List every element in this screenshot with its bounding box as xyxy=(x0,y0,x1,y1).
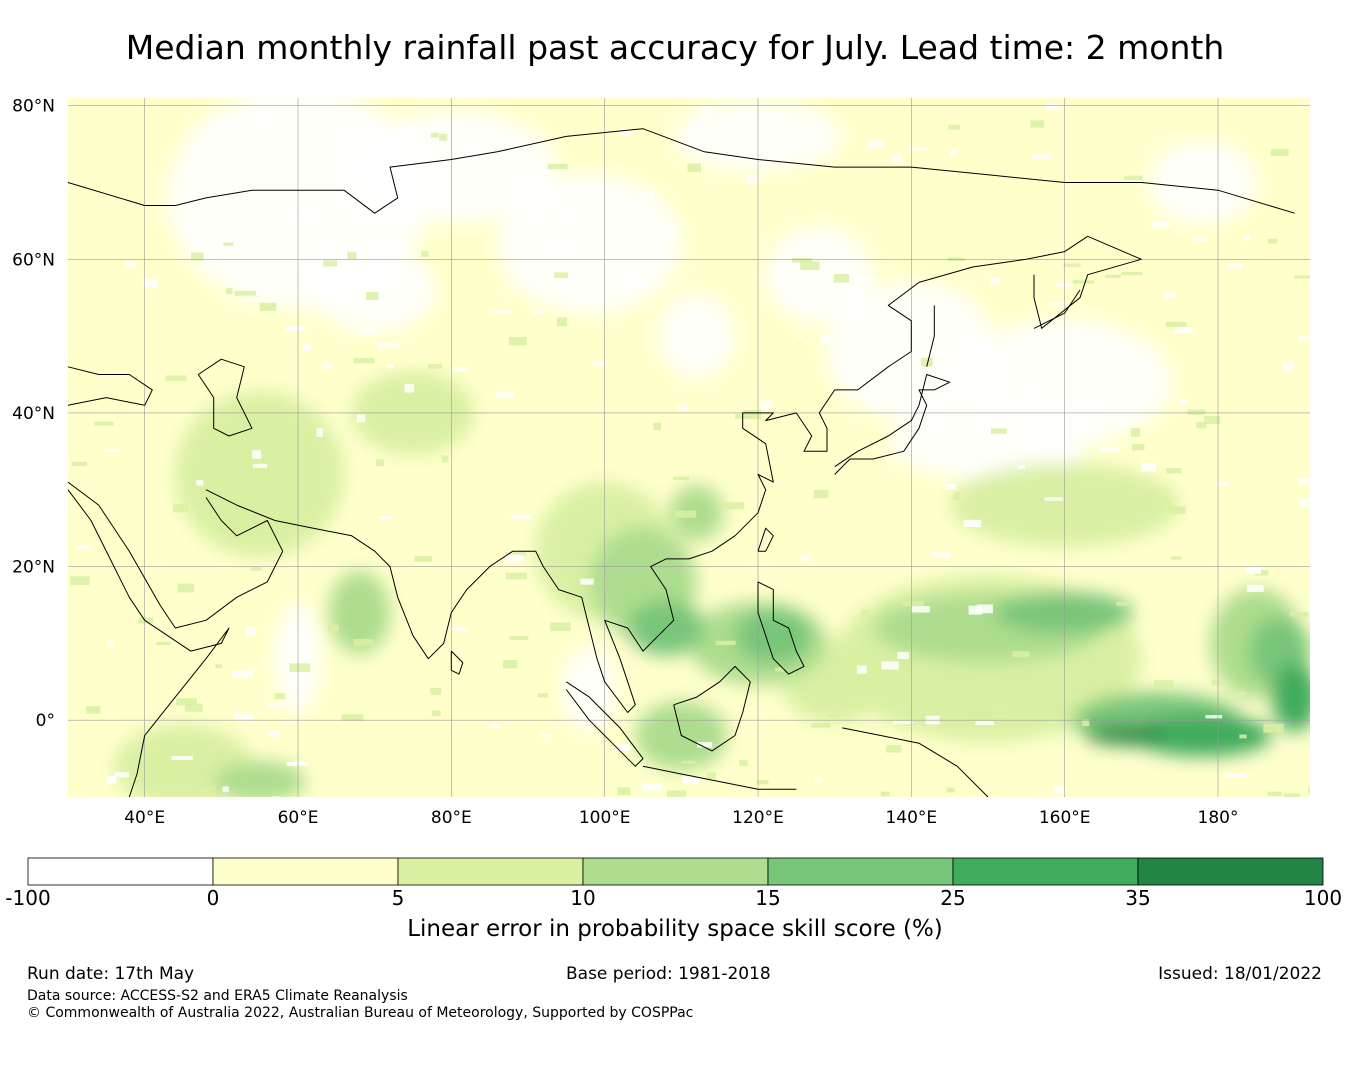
copyright: © Commonwealth of Australia 2022, Austra… xyxy=(27,1005,694,1021)
coastline xyxy=(757,527,774,552)
coastline xyxy=(834,374,951,475)
lon-tick-label: 120°E xyxy=(732,808,784,828)
map-axis-labels: 80°N 60°N 40°N 20°N 0° 40°E 60°E 80°E 100°E 120°E… xyxy=(12,97,1238,828)
colorbar-tick: 10 xyxy=(570,886,596,910)
colorbar-title: Linear error in probability space skill … xyxy=(407,916,943,942)
skill-field xyxy=(114,98,1310,797)
colorbar xyxy=(27,857,1324,886)
colorbar-tick: 25 xyxy=(940,886,966,910)
coastline xyxy=(642,765,797,790)
colorbar-segment xyxy=(952,857,1139,886)
colorbar-segment xyxy=(397,857,584,886)
coastline xyxy=(205,235,1142,713)
lat-tick-label: 60°N xyxy=(12,250,55,270)
colorbar-segment xyxy=(212,857,399,886)
colorbar-segment xyxy=(582,857,769,886)
coastline xyxy=(565,681,644,767)
coastline xyxy=(673,665,751,752)
lon-tick-label: 140°E xyxy=(885,808,937,828)
page-title: Median monthly rainfall past accuracy fo… xyxy=(125,28,1225,67)
base-period: Base period: 1981-2018 xyxy=(566,964,771,984)
coastline xyxy=(67,481,284,629)
lon-tick-label: 180° xyxy=(1198,808,1239,828)
graticule xyxy=(68,98,1310,797)
colorbar-tick: 5 xyxy=(391,886,405,910)
coastline xyxy=(67,366,153,406)
lat-tick-label: 40°N xyxy=(12,404,55,424)
colorbar-tick: 100 xyxy=(1303,886,1343,910)
colorbar-segment xyxy=(27,857,214,886)
lat-tick-label: 80°N xyxy=(12,97,55,117)
lat-tick-label: 20°N xyxy=(12,558,55,578)
lon-tick-label: 80°E xyxy=(431,808,472,828)
coastline xyxy=(1033,289,1081,329)
coastline xyxy=(450,650,464,675)
colorbar-segment xyxy=(1137,857,1324,886)
map-area xyxy=(68,98,1310,797)
colorbar-tick: 0 xyxy=(206,886,220,910)
issued-date: Issued: 18/01/2022 xyxy=(1158,964,1322,984)
coastline xyxy=(842,727,989,798)
coastlines xyxy=(67,128,1295,798)
lon-tick-label: 160°E xyxy=(1039,808,1091,828)
coastline xyxy=(757,581,805,675)
colorbar-segment xyxy=(767,857,954,886)
run-date: Run date: 17th May xyxy=(27,964,195,984)
lon-tick-label: 100°E xyxy=(579,808,631,828)
lat-tick-label: 0° xyxy=(36,711,55,731)
lon-tick-label: 40°E xyxy=(124,808,165,828)
colorbar-tick: 35 xyxy=(1125,886,1151,910)
coastline xyxy=(197,358,253,437)
lon-tick-label: 60°E xyxy=(278,808,319,828)
coastline xyxy=(926,305,935,367)
colorbar-tick: -100 xyxy=(5,886,51,910)
coastline xyxy=(67,128,1295,214)
data-source: Data source: ACCESS-S2 and ERA5 Climate … xyxy=(27,988,408,1004)
coastline xyxy=(67,489,230,798)
colorbar-tick: 15 xyxy=(755,886,781,910)
